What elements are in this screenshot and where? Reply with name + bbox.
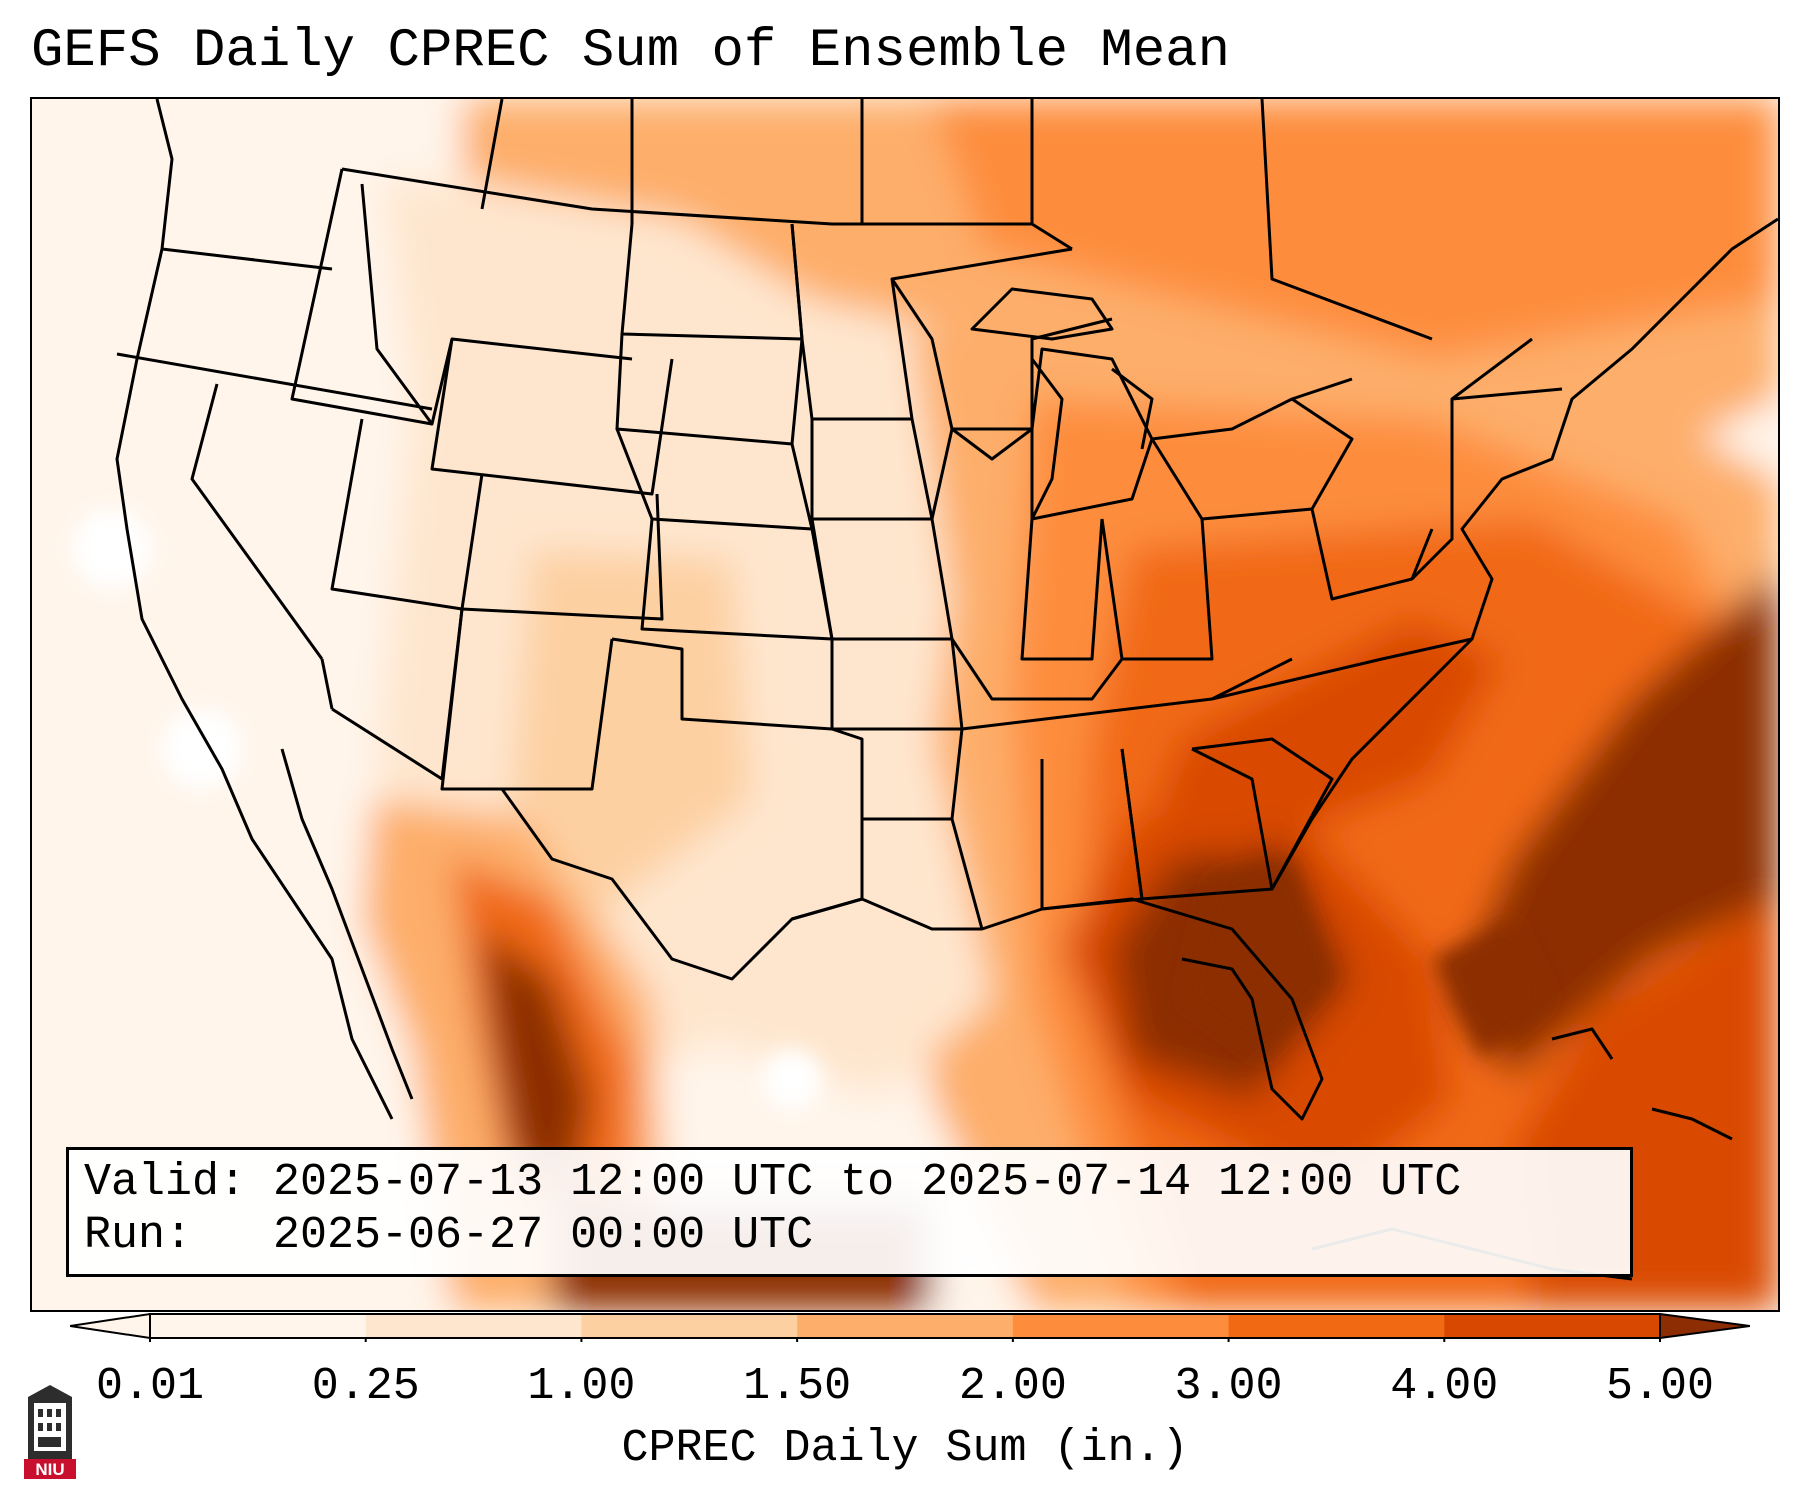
colorbar-tick-label: 1.50: [743, 1361, 852, 1412]
colorbar-segment: [150, 1314, 367, 1338]
niu-university-logo-icon: NIU: [24, 1385, 76, 1479]
colorbar-extend-high: [1659, 1312, 1750, 1340]
precipitation-map: [30, 97, 1780, 1312]
colorbar: [70, 1312, 1750, 1342]
colorbar-tick-label: 2.00: [958, 1361, 1067, 1412]
state-boundaries: [115, 99, 1778, 1281]
logo-text: NIU: [35, 1460, 64, 1479]
colorbar-tick-label: 1.00: [527, 1361, 636, 1412]
colorbar-segment: [1012, 1314, 1230, 1338]
precipitation-field: [32, 99, 1778, 1310]
valid-time-box: Valid: 2025-07-13 12:00 UTC to 2025-07-1…: [66, 1147, 1633, 1277]
colorbar-label: CPREC Daily Sum (in.): [621, 1423, 1189, 1474]
colorbar-tick-label: 0.25: [311, 1361, 420, 1412]
run-line: Run: 2025-06-27 00:00 UTC: [84, 1210, 814, 1261]
colorbar-segment: [365, 1314, 582, 1338]
colorbar-tick-label: 4.00: [1390, 1361, 1499, 1412]
colorbar-segment: [797, 1314, 1014, 1338]
valid-line: Valid: 2025-07-13 12:00 UTC to 2025-07-1…: [84, 1157, 1462, 1208]
colorbar-extend-low: [70, 1312, 151, 1340]
colorbar-segment: [581, 1314, 798, 1338]
colorbar-tick-label: 5.00: [1605, 1361, 1715, 1412]
precip-shading: [32, 99, 1778, 1310]
colorbar-tick-label: 3.00: [1174, 1361, 1283, 1412]
colorbar-segment: [1228, 1314, 1445, 1338]
colorbar-outline: [149, 1313, 1661, 1339]
colorbar-segment: [1444, 1314, 1661, 1338]
colorbar-tick-label: 0.01: [95, 1361, 205, 1412]
map-title: GEFS Daily CPREC Sum of Ensemble Mean: [31, 21, 1230, 82]
